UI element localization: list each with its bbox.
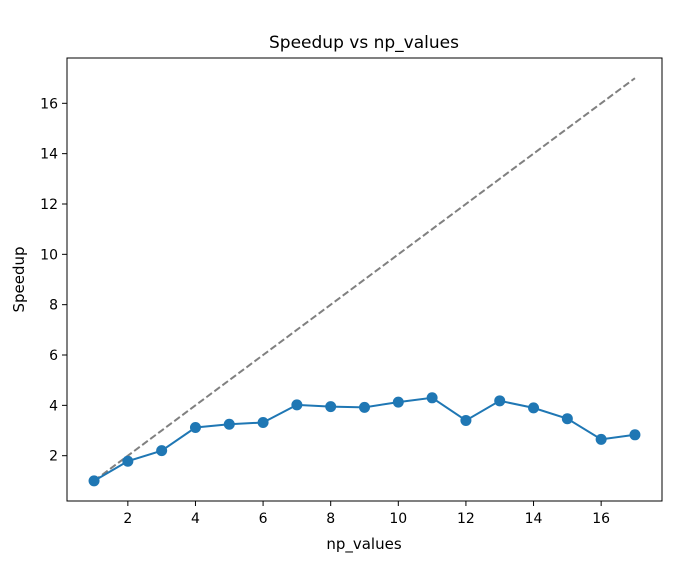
y-tick-label: 2 [49, 449, 58, 465]
plot-area-frame [66, 57, 663, 502]
x-tick-label: 4 [191, 511, 200, 527]
y-tick-label: 14 [40, 147, 58, 163]
x-tick-label: 16 [592, 511, 610, 527]
chart-title: Speedup vs np_values [269, 33, 459, 53]
y-tick-label: 12 [40, 197, 58, 213]
speedup-point [392, 396, 404, 408]
speedup-point [629, 429, 641, 441]
x-tick-label: 14 [525, 511, 543, 527]
x-tick-label: 8 [326, 511, 335, 527]
dashed-reference-line [93, 77, 636, 482]
speedup-point [494, 395, 506, 407]
x-axis-ticks: 2 4 6 8 10 12 14 16 [123, 501, 610, 527]
y-tick-label: 4 [49, 398, 58, 414]
speedup-point [257, 416, 269, 428]
speedup-point [460, 414, 472, 426]
plot-content [88, 77, 641, 487]
speedup-point [291, 399, 303, 411]
x-axis-label: np_values [326, 535, 402, 554]
speedup-point [223, 418, 235, 430]
speedup-point [561, 413, 573, 425]
y-axis-label: Speedup [10, 246, 28, 312]
x-tick-label: 10 [389, 511, 407, 527]
x-tick-label: 6 [259, 511, 268, 527]
speedup-point [325, 401, 337, 413]
speedup-point [156, 445, 168, 457]
speedup-point [359, 401, 370, 413]
y-tick-label: 8 [49, 298, 58, 314]
speedup-point [595, 433, 607, 445]
speedup-point [88, 475, 100, 487]
speedup-point [528, 402, 540, 414]
speedup-point [426, 392, 438, 404]
x-tick-label: 12 [457, 511, 475, 527]
y-tick-label: 6 [49, 348, 58, 364]
y-axis-ticks: 2 4 6 8 10 12 14 16 [40, 96, 67, 465]
y-tick-label: 16 [40, 96, 58, 112]
y-tick-label: 10 [40, 247, 58, 263]
speedup-point [189, 422, 201, 433]
speedup-point [122, 455, 134, 467]
x-tick-label: 2 [123, 511, 132, 527]
